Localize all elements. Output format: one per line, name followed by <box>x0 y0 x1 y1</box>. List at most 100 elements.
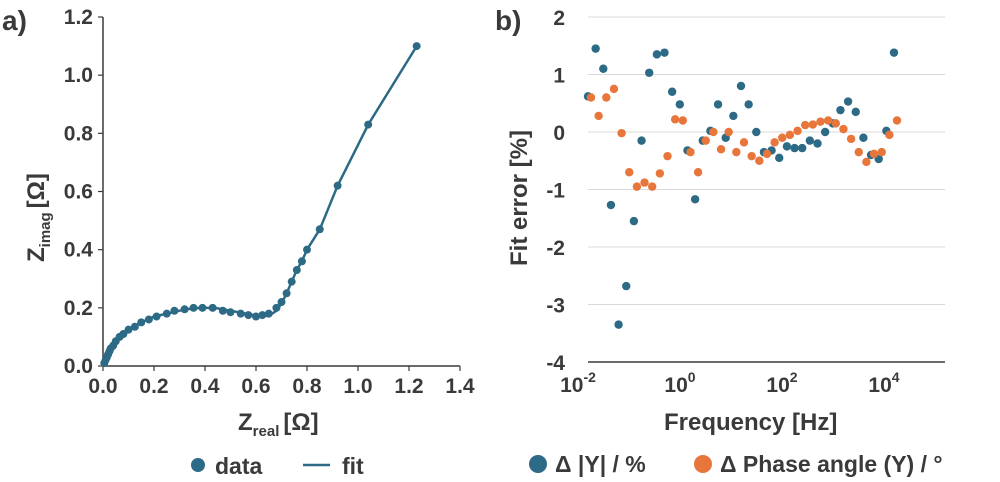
y-error-point <box>645 68 654 77</box>
data-point <box>198 303 207 312</box>
y-error-point <box>843 97 853 106</box>
data-point <box>333 181 342 190</box>
y-error-point <box>637 136 646 145</box>
legend-y-marker <box>529 455 547 473</box>
y-error-point <box>675 100 684 109</box>
data-point <box>287 277 296 286</box>
y-error-point <box>629 216 639 226</box>
a-y-tick-label: 1.0 <box>64 64 93 87</box>
b-y-tick-label: 1 <box>553 65 565 88</box>
phase-error-point <box>808 120 818 129</box>
data-point <box>236 309 245 318</box>
a-x-tick-label: 0.8 <box>292 375 322 398</box>
phase-error-point <box>778 133 787 142</box>
phase-error-point <box>869 149 879 159</box>
data-point <box>315 225 324 234</box>
y-error-point <box>652 50 662 59</box>
phase-error-point <box>877 147 886 157</box>
legend-y-label: Δ |Y| / % <box>555 451 646 477</box>
phase-error-point <box>609 84 619 94</box>
y-error-point <box>622 281 631 291</box>
data-point <box>162 309 171 318</box>
a-y-tick-label: 0.0 <box>64 355 93 378</box>
panel-a-y-label: Zimag[Ω] <box>23 173 54 262</box>
phase-error-point <box>648 182 657 191</box>
phase-error-point <box>670 115 680 124</box>
legend-data-label: data <box>215 453 263 479</box>
a-x-tick-label: 1.0 <box>343 375 372 398</box>
y-error-point <box>660 48 669 57</box>
y-error-point <box>591 44 600 53</box>
a-y-tick-label: 1.2 <box>64 6 93 29</box>
data-point <box>297 257 306 266</box>
data-point <box>272 303 281 312</box>
panel-b-label: b) <box>495 5 521 36</box>
phase-error-point <box>709 127 718 137</box>
data-point <box>152 312 161 321</box>
phase-error-point <box>716 145 726 154</box>
data-point <box>170 306 179 315</box>
a-y-tick-label: 0.4 <box>64 239 94 262</box>
data-point <box>226 308 235 317</box>
phase-error-point <box>854 147 863 157</box>
y-error-point <box>889 48 899 57</box>
a-x-tick-label: 0.6 <box>241 375 270 398</box>
a-x-tick-label: 1.2 <box>394 375 423 398</box>
data-point <box>292 266 301 275</box>
a-x-tick-label: 0.2 <box>139 375 168 398</box>
phase-error-point <box>663 151 672 161</box>
phase-error-point <box>693 168 703 177</box>
phase-error-point <box>732 147 741 157</box>
panel-a-legend: data fit <box>191 453 364 479</box>
legend-phase-marker <box>694 455 712 473</box>
y-error-point <box>805 136 815 145</box>
data-point <box>412 42 421 51</box>
phase-error-point <box>785 130 795 140</box>
y-error-point <box>813 139 822 148</box>
data-point <box>258 311 267 320</box>
a-y-tick-label: 0.6 <box>64 181 93 204</box>
data-point <box>364 120 373 129</box>
phase-error-point <box>632 182 642 191</box>
y-error-point <box>859 133 868 142</box>
phase-error-point <box>862 157 871 167</box>
y-error-point <box>667 87 677 96</box>
b-x-tick-label: 104 <box>868 369 899 397</box>
a-x-tick-label: 0.4 <box>190 375 220 398</box>
data-point <box>282 289 291 298</box>
b-y-tick-label: -4 <box>546 352 565 375</box>
panel-a-label: a) <box>2 5 27 36</box>
b-y-tick-label: -3 <box>546 295 565 318</box>
b-y-tick-label: -1 <box>546 180 565 203</box>
data-point <box>303 245 311 254</box>
phase-error-point <box>617 128 626 138</box>
b-x-tick-label: 102 <box>766 369 797 397</box>
data-point <box>189 303 198 312</box>
legend-data-marker <box>191 458 205 472</box>
phase-error-point <box>686 147 695 157</box>
data-point <box>244 311 253 320</box>
phase-error-point <box>701 136 710 145</box>
y-error-point <box>775 153 784 163</box>
phase-error-point <box>747 151 756 161</box>
b-y-tick-label: 2 <box>553 7 565 30</box>
phase-error-point <box>602 93 611 102</box>
y-error-point <box>736 81 746 91</box>
b-y-tick-label: 0 <box>553 122 565 145</box>
y-error-point <box>690 195 700 204</box>
data-point <box>218 306 227 315</box>
data-point <box>130 322 139 331</box>
y-error-point <box>744 100 753 109</box>
legend-fit-label: fit <box>342 453 364 479</box>
legend-phase-label: Δ Phase angle (Y) / ° <box>720 451 943 477</box>
panel-a-x-label: Zreal [Ω] <box>238 409 319 440</box>
y-error-point <box>851 107 860 117</box>
panel-b-x-label: Frequency [Hz] <box>664 409 837 436</box>
data-point <box>208 303 217 312</box>
phase-error-point <box>625 168 634 177</box>
phase-error-point <box>655 169 665 178</box>
data-point <box>277 298 286 307</box>
phase-error-point <box>739 138 749 147</box>
data-point <box>137 318 146 327</box>
phase-error-point <box>762 149 772 159</box>
